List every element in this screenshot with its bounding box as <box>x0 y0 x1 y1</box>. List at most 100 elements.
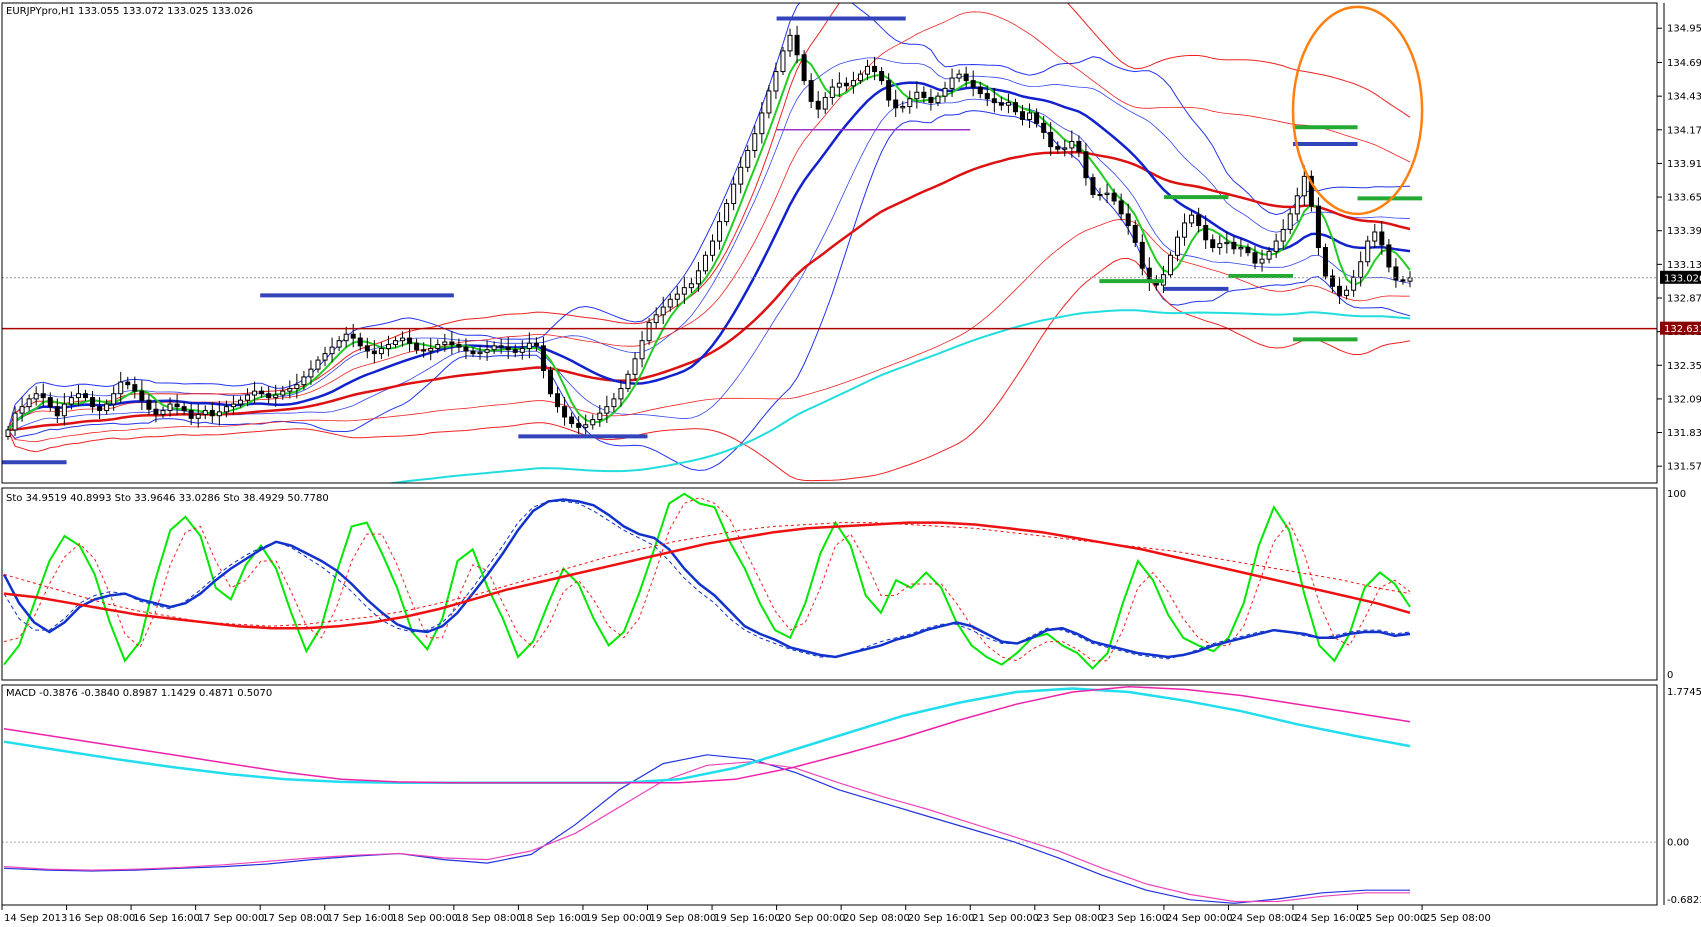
candle-up <box>167 403 173 412</box>
price-tick-label: 134.690 <box>1667 58 1701 69</box>
time-tick-label: 18 Sep 08:00 <box>456 913 523 924</box>
candle-up <box>392 340 398 346</box>
candle-up <box>759 112 765 135</box>
candle-up <box>160 410 166 415</box>
candle-up <box>1407 277 1413 282</box>
candle-up <box>604 406 610 414</box>
candle-down <box>1252 252 1258 264</box>
time-tick-label: 20 Sep 16:00 <box>908 913 975 924</box>
candle-down <box>1118 200 1124 215</box>
candle-down <box>505 346 511 351</box>
candle-up <box>752 133 758 151</box>
candle-up <box>237 399 243 405</box>
candle-down <box>921 91 927 98</box>
time-tick-label: 18 Sep 00:00 <box>391 913 458 924</box>
candle-down <box>998 102 1004 106</box>
candle-down <box>1055 146 1061 150</box>
candle-up <box>935 95 941 104</box>
candle-down <box>82 393 88 399</box>
price-tick-label: 132.870 <box>1667 293 1701 304</box>
macd-tick-label: 0.00 <box>1667 838 1689 849</box>
candle-down <box>132 384 138 392</box>
candle-up <box>731 183 737 205</box>
time-tick-label: 20 Sep 08:00 <box>843 913 910 924</box>
candle-up <box>1280 228 1286 242</box>
ma-red-line <box>7 150 1411 432</box>
candle-down <box>1125 213 1131 227</box>
candle-up <box>667 298 673 308</box>
candle-down <box>843 82 849 87</box>
candle-up <box>865 65 871 75</box>
candle-up <box>315 359 321 370</box>
candle-up <box>1273 240 1279 252</box>
candle-up <box>118 381 124 395</box>
candle-down <box>90 397 96 408</box>
stochastic-header: Sto 34.9519 40.8993 Sto 33.9646 33.0286 … <box>6 493 329 504</box>
ma-blue-line <box>7 81 1411 431</box>
candle-down <box>562 406 568 418</box>
candle-down <box>174 403 180 408</box>
candle-up <box>19 406 25 414</box>
candle-up <box>822 96 828 110</box>
candle-up <box>1259 258 1265 264</box>
candle-up <box>1182 222 1188 238</box>
candle-down <box>364 345 370 352</box>
price-header: EURJPYpro,H1 133.055 133.072 133.025 133… <box>6 6 253 17</box>
price-tick-label: 133.390 <box>1667 226 1701 237</box>
stochastic-line <box>2 498 1411 659</box>
candle-up <box>1189 214 1195 224</box>
candle-up <box>322 353 328 361</box>
level-price-box <box>1660 321 1701 335</box>
candle-up <box>294 384 300 390</box>
price-axis: 134.955 134.690 134.430 134.170 133.910 133.6… <box>1 2 1701 906</box>
candle-down <box>540 345 546 371</box>
price-tick-label: 133.130 <box>1667 260 1701 271</box>
stochastic-panel[interactable] <box>2 492 1411 670</box>
candle-down <box>1393 266 1399 281</box>
macd-line <box>3 685 1411 784</box>
candle-down <box>1337 285 1343 296</box>
candle-down <box>963 73 969 82</box>
candle-up <box>26 398 32 408</box>
candle-down <box>794 34 800 56</box>
bollinger-lower-line <box>7 110 1411 471</box>
candle-up <box>632 358 638 375</box>
candle-down <box>1041 122 1047 133</box>
candle-down <box>357 337 363 347</box>
time-tick-label: 23 Sep 16:00 <box>1101 913 1168 924</box>
candle-down <box>259 390 265 395</box>
candle-up <box>829 86 835 98</box>
stochastic-tick-label: 0 <box>1667 670 1673 681</box>
long-ma-line <box>385 309 1411 483</box>
candle-up <box>301 376 307 386</box>
candle-down <box>1315 205 1321 249</box>
candle-down <box>146 399 152 410</box>
candle-up <box>674 293 680 300</box>
candle-down <box>576 422 582 428</box>
candle-up <box>223 406 229 413</box>
candle-down <box>1196 214 1202 227</box>
candle-down <box>371 350 377 355</box>
price-tick-label: 131.830 <box>1667 428 1701 439</box>
envelope-mid-lower-line <box>7 218 1411 443</box>
macd-panel[interactable] <box>2 685 1657 904</box>
candle-down <box>1083 151 1089 179</box>
price-tick-label: 131.570 <box>1667 462 1701 473</box>
candle-up <box>1167 254 1173 276</box>
price-tick-label: 134.430 <box>1667 92 1701 103</box>
candle-down <box>893 99 899 109</box>
candle-down <box>40 393 46 399</box>
candle-down <box>1111 192 1117 202</box>
candle-up <box>702 254 708 272</box>
macd-tick-label: 1.7745 <box>1667 687 1701 698</box>
candle-up <box>1104 192 1110 195</box>
candle-up <box>252 390 258 396</box>
candle-down <box>1048 131 1054 148</box>
candle-down <box>1132 225 1138 243</box>
price-panel[interactable] <box>2 0 1657 508</box>
candle-down <box>456 344 462 348</box>
candle-up <box>1344 289 1350 296</box>
candle-down <box>498 345 504 348</box>
candle-up <box>710 240 716 256</box>
candle-down <box>97 406 103 412</box>
